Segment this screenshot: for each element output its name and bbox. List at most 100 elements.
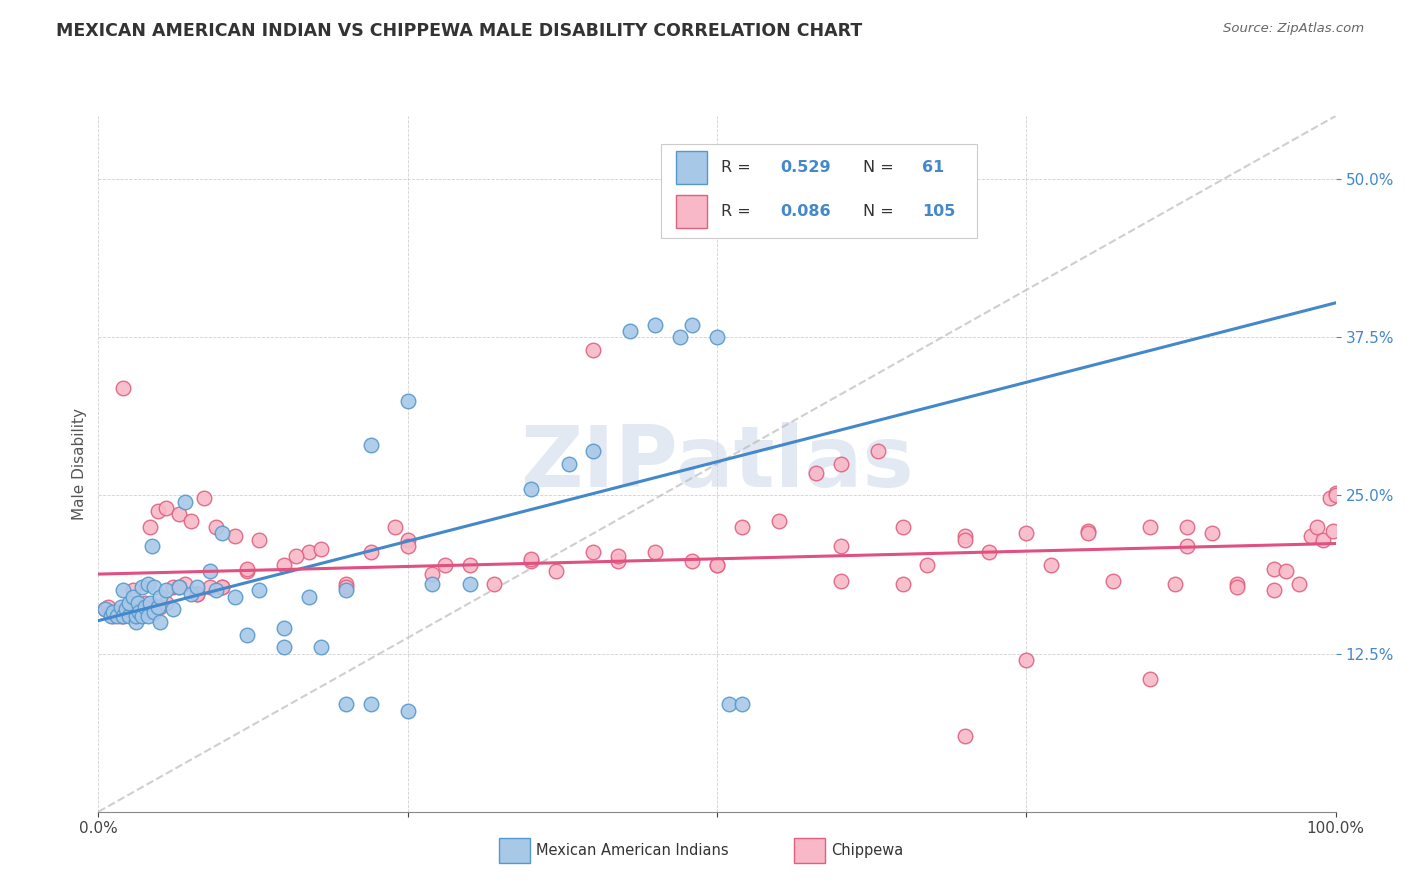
Point <box>458 577 481 591</box>
Point <box>273 558 295 572</box>
Point <box>422 566 444 581</box>
Point <box>162 580 184 594</box>
Point <box>582 444 605 458</box>
Point <box>136 605 159 619</box>
Text: N =: N = <box>863 160 898 175</box>
Point <box>644 545 666 559</box>
Point <box>112 381 135 395</box>
Point <box>139 596 162 610</box>
Point <box>335 577 357 591</box>
Point <box>891 577 914 591</box>
Point <box>1015 653 1038 667</box>
Point <box>103 608 125 623</box>
Point <box>335 583 357 598</box>
Point <box>124 615 146 629</box>
Point <box>557 457 579 471</box>
Point <box>136 577 159 591</box>
Point <box>396 533 419 547</box>
Point <box>110 608 132 623</box>
Point <box>979 545 1001 559</box>
Point <box>582 343 605 357</box>
Point <box>546 565 568 579</box>
Point <box>211 580 233 594</box>
Point <box>110 599 132 614</box>
Point <box>1226 577 1249 591</box>
Point <box>1319 491 1341 505</box>
Point <box>224 590 246 604</box>
Y-axis label: Male Disability: Male Disability <box>72 408 87 520</box>
Point <box>681 554 703 568</box>
Point <box>891 520 914 534</box>
Point <box>520 554 543 568</box>
Text: N =: N = <box>863 204 898 219</box>
Point <box>93 602 115 616</box>
Point <box>122 590 145 604</box>
Point <box>360 697 382 711</box>
Point <box>131 599 153 614</box>
Point <box>1322 524 1344 538</box>
Point <box>917 558 939 572</box>
Point <box>103 605 125 619</box>
Point <box>607 549 630 564</box>
Point <box>143 605 166 619</box>
Point <box>953 729 976 743</box>
Point <box>124 608 146 623</box>
Point <box>582 545 605 559</box>
Point <box>224 529 246 543</box>
Point <box>1263 583 1285 598</box>
Point <box>131 580 153 594</box>
Point <box>155 583 177 598</box>
Point <box>247 533 270 547</box>
Point <box>167 580 190 594</box>
Point <box>866 444 889 458</box>
Point <box>619 324 641 338</box>
Point <box>520 551 543 566</box>
Point <box>143 602 166 616</box>
Text: Chippewa: Chippewa <box>831 843 903 857</box>
Point <box>953 529 976 543</box>
Point <box>124 602 146 616</box>
Point <box>128 605 150 619</box>
Point <box>236 565 259 579</box>
Point <box>143 602 166 616</box>
Point <box>134 599 156 614</box>
Point <box>127 596 149 610</box>
Point <box>134 596 156 610</box>
Point <box>1139 672 1161 686</box>
Point <box>136 608 159 623</box>
Point <box>236 562 259 576</box>
Point <box>198 580 221 594</box>
Text: Source: ZipAtlas.com: Source: ZipAtlas.com <box>1223 22 1364 36</box>
Point <box>396 704 419 718</box>
Point <box>1139 520 1161 534</box>
Text: ZIPatlas: ZIPatlas <box>520 422 914 506</box>
Text: R =: R = <box>721 160 755 175</box>
Point <box>205 520 228 534</box>
FancyBboxPatch shape <box>661 144 977 238</box>
Point <box>162 602 184 616</box>
Point <box>141 539 163 553</box>
Point <box>131 602 153 616</box>
Point <box>644 318 666 332</box>
Point <box>1015 526 1038 541</box>
Point <box>93 602 115 616</box>
Point <box>681 318 703 332</box>
Point <box>146 503 169 517</box>
Point <box>167 580 190 594</box>
Point <box>1102 574 1125 589</box>
Point <box>731 697 754 711</box>
Point <box>1077 524 1099 538</box>
Point <box>768 514 790 528</box>
Point <box>105 608 128 623</box>
Point <box>309 640 332 655</box>
Point <box>298 545 321 559</box>
Point <box>100 605 122 619</box>
Point <box>112 608 135 623</box>
Point <box>127 602 149 616</box>
Text: R =: R = <box>721 204 755 219</box>
Point <box>335 580 357 594</box>
Point <box>458 558 481 572</box>
Point <box>422 577 444 591</box>
Point <box>396 393 419 408</box>
Point <box>205 583 228 598</box>
